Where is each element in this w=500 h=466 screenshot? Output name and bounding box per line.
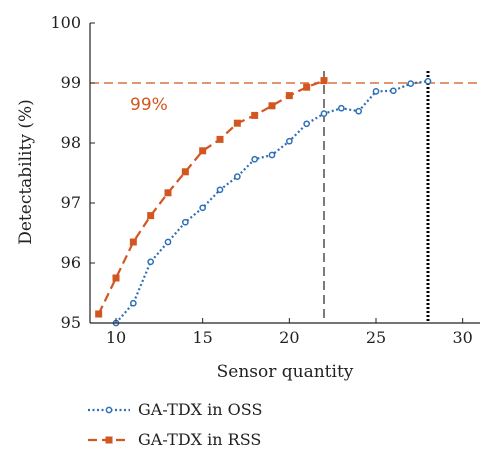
data-point [303, 83, 311, 91]
y-tick-label: 97 [61, 193, 81, 212]
data-point [251, 111, 259, 119]
data-point [424, 77, 432, 85]
data-point [164, 189, 172, 197]
data-point [251, 155, 259, 163]
legend-label: GA-TDX in OSS [138, 400, 262, 419]
x-tick-label: 20 [279, 328, 299, 347]
data-point [147, 258, 155, 266]
x-tick-label: 10 [106, 328, 126, 347]
x-axis-label: Sensor quantity [217, 362, 354, 382]
legend-marker [105, 406, 113, 414]
data-point [320, 77, 328, 85]
x-tick-label: 25 [366, 328, 386, 347]
y-tick-label: 96 [61, 253, 81, 272]
data-point [233, 119, 241, 127]
data-point [355, 107, 363, 115]
series-layer [95, 77, 432, 327]
data-point [268, 102, 276, 110]
data-point [320, 110, 328, 117]
legend: GA-TDX in OSS GA-TDX in RSS [88, 400, 262, 449]
ticks: 95 96 97 98 99 100 10 15 20 25 30 [50, 13, 472, 347]
data-point [303, 120, 311, 128]
data-point [216, 186, 224, 194]
data-point [285, 92, 293, 100]
series-line [115, 80, 429, 324]
data-point [199, 204, 207, 212]
data-point [372, 88, 380, 95]
data-point [268, 151, 276, 159]
data-point [199, 147, 207, 155]
data-point [285, 137, 293, 145]
y-tick-label: 95 [61, 313, 81, 332]
data-point [129, 299, 137, 307]
legend-label: GA-TDX in RSS [138, 430, 261, 449]
annotation-99-percent: 99% [130, 95, 168, 115]
data-point [407, 80, 415, 87]
y-tick-label: 99 [61, 73, 81, 92]
x-tick-label: 15 [192, 328, 212, 347]
data-point [147, 212, 155, 220]
data-point [181, 218, 189, 226]
data-point [216, 135, 224, 143]
data-point [95, 310, 103, 318]
legend-marker [105, 436, 113, 444]
series-line [97, 79, 325, 315]
data-point [389, 87, 397, 95]
y-tick-label: 98 [61, 133, 81, 152]
data-point [129, 238, 137, 246]
y-axis-label: Detectability (%) [16, 99, 36, 245]
data-point [181, 168, 189, 176]
data-point [164, 238, 172, 246]
data-point [337, 104, 345, 112]
data-point [233, 173, 241, 180]
data-point [112, 274, 120, 282]
axes [89, 23, 480, 324]
x-tick-label: 30 [452, 328, 472, 347]
y-tick-label: 100 [50, 13, 81, 32]
